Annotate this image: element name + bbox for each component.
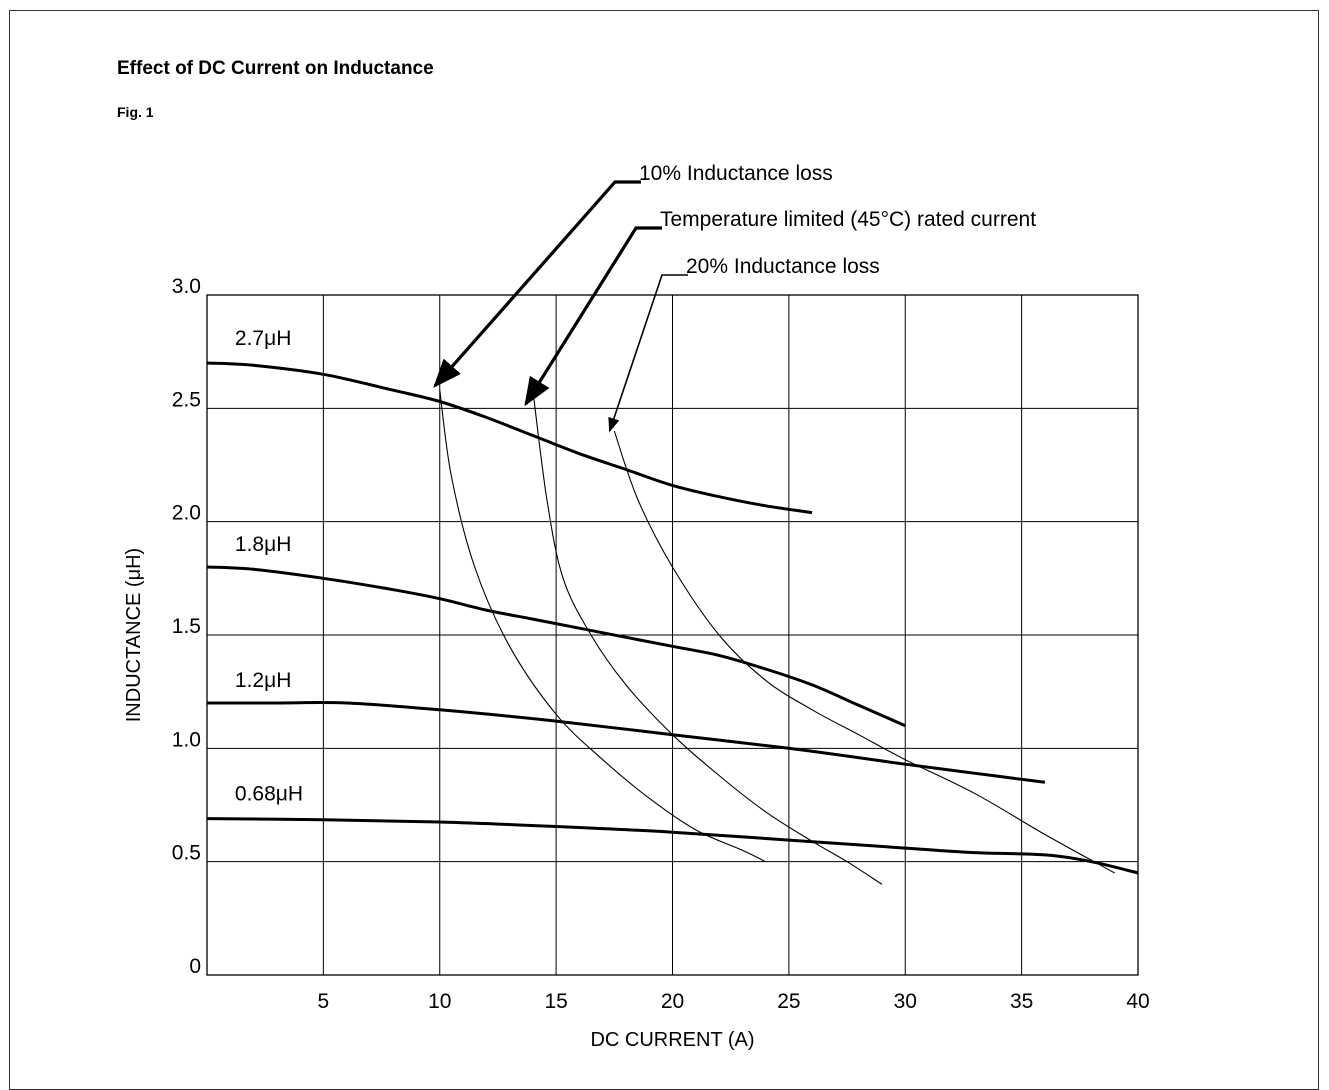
chart-grid — [206, 294, 1139, 976]
annotations: 10% Inductance loss Temperature limited (… — [433, 162, 1036, 433]
annotation-label-3: 20% Inductance loss — [686, 255, 880, 278]
tick-labels: 5 10 15 20 25 30 35 40 0 0.5 1.0 1.5 2.0 2.5 3.0 — [172, 275, 1150, 1013]
x-tick-label: 35 — [1010, 990, 1033, 1013]
x-axis-label: DC CURRENT (A) — [590, 1029, 754, 1051]
series-label-1: 2.7μH — [235, 327, 291, 350]
threshold-curve-3 — [613, 430, 1115, 874]
x-tick-label: 40 — [1126, 990, 1149, 1013]
page-title: Effect of DC Current on Inductance — [117, 58, 434, 79]
x-tick-label: 15 — [544, 990, 567, 1013]
x-tick-label: 25 — [777, 990, 800, 1013]
y-tick-label: 1.0 — [172, 728, 201, 751]
y-tick-label: 2.5 — [172, 388, 201, 411]
series-label-2: 1.8μH — [235, 533, 291, 556]
threshold-curves — [439, 390, 1115, 885]
threshold-curve-1 — [439, 390, 766, 863]
series-lines — [206, 361, 1139, 875]
series-line-1 — [206, 361, 813, 515]
x-tick-label: 10 — [428, 990, 451, 1013]
series-labels: 2.7μH 1.8μH 1.2μH 0.68μH — [235, 327, 303, 806]
series-label-3: 1.2μH — [235, 669, 291, 692]
threshold-curve-2 — [532, 390, 883, 885]
y-tick-label: 0 — [189, 955, 201, 978]
y-tick-label: 1.5 — [172, 615, 201, 638]
y-tick-label: 0.5 — [172, 842, 201, 865]
series-label-4: 0.68μH — [235, 782, 303, 805]
annotation-label-1: 10% Inductance loss — [639, 162, 833, 185]
series-line-3 — [207, 701, 1046, 784]
annotation-label-2: Temperature limited (45°C) rated current — [660, 208, 1036, 231]
annotation-arrow-1 — [433, 180, 641, 388]
series-line-2 — [206, 565, 906, 728]
annotation-arrow-3 — [608, 274, 688, 433]
x-tick-label: 30 — [894, 990, 917, 1013]
figure-label: Fig. 1 — [117, 104, 154, 120]
annotation-arrow-2 — [524, 226, 662, 407]
series-line-4 — [206, 817, 1139, 875]
x-tick-label: 5 — [318, 990, 330, 1013]
y-tick-label: 2.0 — [172, 502, 201, 525]
y-axis-label: INDUCTANCE (μH) — [123, 548, 145, 722]
x-tick-label: 20 — [661, 990, 684, 1013]
y-tick-label: 3.0 — [172, 275, 201, 298]
